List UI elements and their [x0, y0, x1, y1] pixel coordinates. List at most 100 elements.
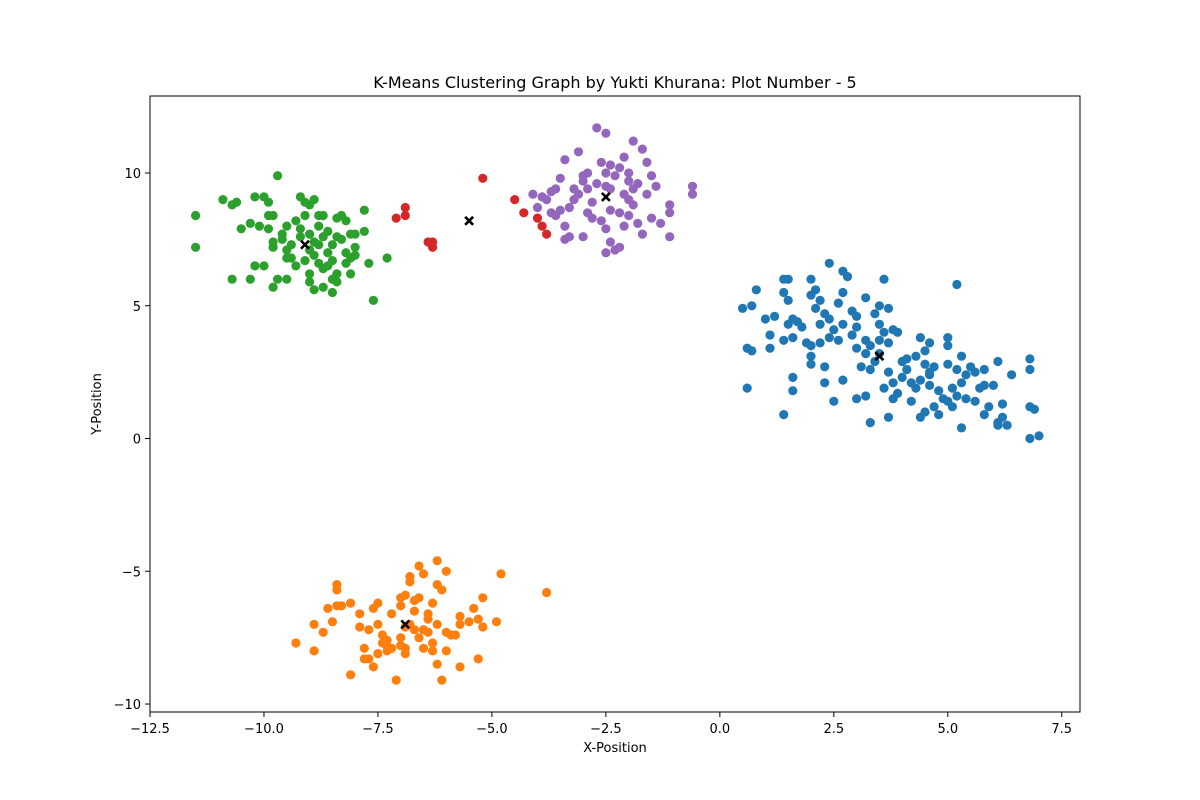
- cluster-1-point-26: [391, 675, 401, 685]
- cluster-0-point-95: [925, 380, 935, 390]
- x-tick-label: 0.0: [710, 722, 731, 737]
- cluster-2-point-17: [268, 282, 278, 292]
- cluster-4-point-68: [605, 160, 616, 170]
- x-tick-label: 2.5: [823, 722, 844, 737]
- cluster-0-point-89: [920, 346, 930, 356]
- centroid-marker-2: [300, 239, 310, 250]
- cluster-0-point-7: [765, 330, 775, 340]
- cluster-0-point-54: [852, 343, 862, 353]
- cluster-0-point-111: [956, 351, 967, 361]
- cluster-0-point-52: [847, 330, 857, 340]
- cluster-0-point-88: [925, 338, 935, 348]
- cluster-0-point-17: [797, 322, 807, 332]
- cluster-4-point-27: [605, 205, 616, 215]
- cluster-0-point-119: [988, 380, 999, 390]
- cluster-2-point-58: [350, 242, 360, 252]
- cluster-0-point-18: [779, 335, 789, 345]
- cluster-0-point-29: [815, 295, 825, 305]
- cluster-0-point-137: [902, 354, 912, 364]
- cluster-0-point-128: [1002, 420, 1012, 430]
- cluster-2-point-5: [236, 224, 246, 234]
- cluster-0-point-103: [943, 396, 953, 406]
- cluster-0-point-106: [956, 378, 967, 388]
- cluster-2-point-77: [323, 226, 333, 236]
- cluster-1-point-73: [377, 638, 388, 648]
- cluster-0-point-118: [979, 380, 989, 390]
- cluster-0-point-135: [1025, 433, 1035, 444]
- cluster-1-point-28: [396, 601, 406, 611]
- cluster-1-point-65: [473, 614, 483, 624]
- cluster-0-point-121: [993, 356, 1003, 367]
- cluster-2-point-36: [309, 250, 319, 260]
- cluster-1-point-50: [432, 556, 442, 566]
- cluster-2-point-6: [245, 218, 255, 228]
- x-axis: −12.5 −10.0 −7.5 −5.0 −2.5 0.0 2.5 5.0 7.5: [130, 712, 1072, 737]
- cluster-0-point-1: [747, 301, 757, 311]
- cluster-0-point-0: [738, 303, 748, 313]
- cluster-4-point-57: [546, 208, 556, 218]
- cluster-0-point-6: [760, 314, 771, 324]
- cluster-4-point-11: [564, 202, 575, 213]
- cluster-2-point-43: [323, 248, 333, 258]
- cluster-1-point-58: [455, 619, 465, 630]
- cluster-0-point-9: [770, 311, 780, 321]
- cluster-0-point-39: [820, 362, 830, 372]
- cluster-0-point-108: [952, 364, 962, 375]
- cluster-4-point-20: [578, 232, 588, 242]
- cluster-2-point-0: [191, 210, 201, 221]
- cluster-1-point-67: [478, 593, 488, 603]
- cluster-1-point-71: [542, 587, 552, 598]
- cluster-4-point-54: [687, 181, 698, 191]
- cluster-4-point-6: [560, 155, 570, 165]
- cluster-0-point-82: [897, 372, 907, 382]
- cluster-3-point-7: [510, 195, 520, 205]
- cluster-0-point-70: [879, 327, 889, 337]
- cluster-0-point-11: [783, 274, 793, 284]
- centroid-marker-4: [600, 191, 611, 202]
- cluster-0-point-42: [838, 375, 848, 385]
- cluster-2-point-4: [232, 197, 242, 207]
- centroid-marker-0: [874, 351, 885, 362]
- y-tick-label: 10: [124, 167, 141, 182]
- cluster-1-point-68: [478, 622, 488, 632]
- cluster-1-point-38: [414, 593, 424, 603]
- cluster-2-point-18: [273, 274, 283, 284]
- cluster-0-point-59: [852, 394, 862, 404]
- x-tick-label: 5.0: [937, 722, 958, 737]
- cluster-1-point-11: [355, 622, 365, 632]
- cluster-1-point-9: [346, 598, 356, 608]
- cluster-1-point-1: [309, 619, 319, 630]
- cluster-0-point-120: [979, 364, 989, 375]
- cluster-0-point-107: [961, 370, 971, 380]
- cluster-0-point-62: [883, 412, 894, 422]
- cluster-4-point-24: [601, 168, 611, 178]
- cluster-4-point-17: [583, 184, 593, 194]
- cluster-2-point-47: [332, 277, 342, 287]
- cluster-1-point-3: [318, 627, 328, 637]
- cluster-2-point-2: [218, 195, 228, 205]
- cluster-0-point-132: [1025, 364, 1035, 375]
- cluster-1-point-21: [373, 649, 383, 659]
- cluster-1-point-61: [437, 675, 447, 685]
- cluster-2-point-52: [336, 234, 347, 244]
- cluster-0-point-30: [811, 303, 821, 313]
- cluster-0-point-114: [952, 279, 962, 290]
- cluster-4-point-22: [601, 128, 611, 138]
- cluster-0-point-40: [820, 378, 830, 388]
- cluster-2-point-9: [254, 221, 264, 231]
- x-axis-label: X-Position: [583, 741, 647, 756]
- cluster-0-point-57: [856, 362, 866, 372]
- cluster-3-point-1: [400, 210, 410, 221]
- cluster-1-point-4: [323, 603, 333, 614]
- cluster-0-point-87: [915, 333, 926, 343]
- cluster-0-point-136: [1034, 431, 1044, 441]
- cluster-4-point-36: [624, 176, 634, 186]
- cluster-1-point-48: [432, 619, 442, 630]
- cluster-4-point-33: [619, 221, 629, 231]
- y-tick-label: 5: [133, 300, 141, 315]
- cluster-4-point-48: [651, 181, 661, 191]
- plot-area-frame: [149, 95, 1081, 713]
- cluster-0-point-46: [838, 287, 848, 298]
- cluster-3-point-10: [537, 221, 547, 231]
